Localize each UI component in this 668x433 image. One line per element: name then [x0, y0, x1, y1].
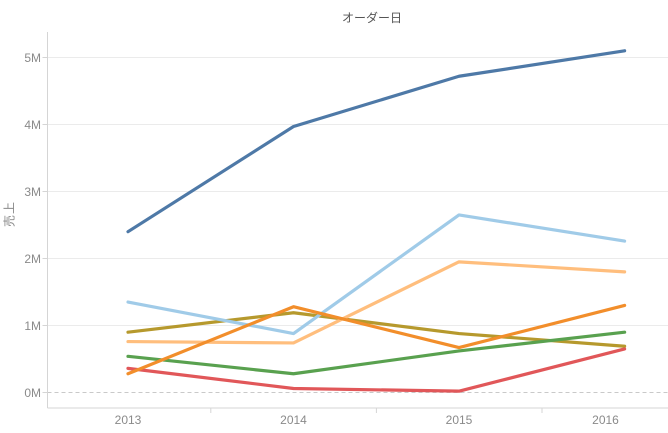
y-tick-label-0M: 0M: [24, 385, 41, 400]
x-tick-label-2013: 2013: [114, 413, 142, 427]
y-tick-label-3M: 3M: [24, 184, 41, 199]
x-tick-label-2016: 2016: [592, 413, 619, 427]
y-tick-label-1M: 1M: [24, 318, 41, 333]
y-tick-label-2M: 2M: [24, 251, 41, 266]
y-tick-label-4M: 4M: [24, 117, 41, 132]
series-line-olive[interactable]: [126, 311, 627, 348]
x-tick-label-2015: 2015: [445, 413, 473, 427]
x-tick-label-2014: 2014: [280, 413, 307, 427]
chart-title: オーダー日: [341, 11, 403, 25]
series-line-red[interactable]: [126, 347, 627, 393]
series-line-green[interactable]: [126, 330, 627, 376]
y-tick-label-5M: 5M: [24, 50, 41, 65]
series-line-light-orange[interactable]: [126, 260, 627, 345]
series-line-dark-blue[interactable]: [126, 49, 627, 234]
series-line-orange[interactable]: [126, 303, 627, 376]
series-line-light-blue[interactable]: [126, 213, 627, 336]
y-axis-title: 売上: [2, 200, 17, 228]
